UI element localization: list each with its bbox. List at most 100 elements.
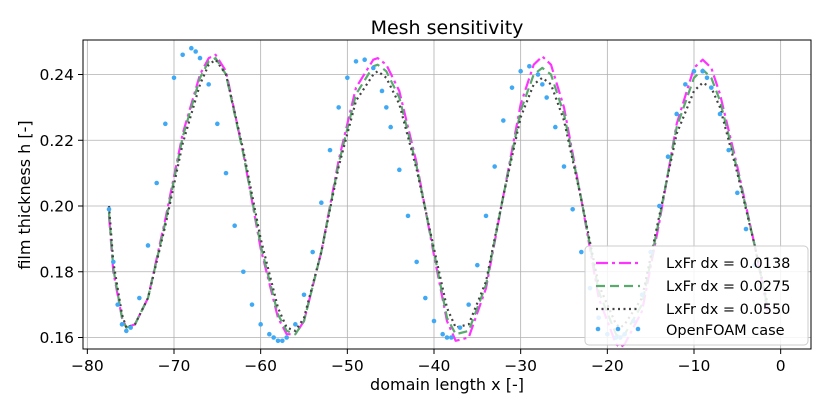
y-tick-label-0-18: 0.18 [39,263,74,281]
data-point [579,249,584,255]
data-point [700,68,705,74]
data-point [665,154,671,159]
y-tick-label-0-16: 0.16 [39,329,74,347]
data-point [336,105,341,110]
data-point [743,226,749,232]
chart-title: Mesh sensitivity [371,17,524,39]
data-point [111,259,116,265]
x-tick-label-40: −40 [418,357,451,375]
data-point [457,325,463,330]
data-point [145,243,151,248]
data-point [293,322,298,327]
data-point [163,121,168,127]
data-point [570,206,575,212]
data-point [271,335,276,340]
x-tick-label-0: 0 [776,357,786,375]
legend-label-lxfr-0138: LxFr dx = 0.0138 [666,256,790,272]
data-point [414,259,419,265]
plot-frame [82,39,812,350]
data-point [275,338,281,344]
data-point [431,318,437,324]
data-point [544,95,549,100]
data-point [232,223,237,229]
legend-markers-openfoam [595,326,641,332]
legend-marker [615,326,621,332]
legend-label-lxfr-0275: LxFr dx = 0.0275 [666,279,790,295]
data-point [726,147,731,153]
x-tick-label-30: −30 [504,357,537,375]
ticks: −80 −70 −60 −50 −40 −30 −20 −10 0 0.16 0.18 0.20 0.2… [39,66,785,375]
data-point [362,57,367,63]
data-point [310,249,315,255]
data-point [189,45,194,51]
y-tick-label-0-24: 0.24 [39,66,74,84]
data-point [249,302,255,307]
data-point [657,203,662,209]
y-tick-label-0-22: 0.22 [39,132,74,150]
data-point [535,72,541,77]
data-point [444,335,450,340]
legend: LxFr dx = 0.0138 LxFr dx = 0.0275 LxFr d… [584,245,809,346]
x-tick-label-80: −80 [71,357,104,375]
legend-label-openfoam: OpenFOAM case [666,323,785,339]
data-point [683,82,688,87]
data-point [154,180,159,186]
data-point [492,164,497,169]
data-point [674,111,679,117]
y-axis-label: film thickness h [-] [15,120,34,269]
x-tick-label-50: −50 [331,357,364,375]
data-point [405,213,411,219]
data-point [119,322,125,327]
data-point [518,68,523,74]
data-point [215,121,220,127]
data-point [241,269,246,275]
data-point [397,167,402,173]
data-point [384,105,389,110]
data-point [509,85,515,90]
data-point [345,75,350,81]
data-point [388,124,393,130]
data-point [319,200,324,206]
data-point [115,302,120,307]
data-point [267,331,272,337]
data-point [440,331,445,337]
data-point [717,111,723,117]
data-point [206,82,211,87]
data-point [501,118,506,123]
data-point [223,170,229,176]
data-point [709,85,714,90]
data-point [561,164,567,169]
data-point [137,295,142,301]
legend-marker [595,326,601,332]
data-point [128,325,133,330]
x-axis-label: domain length x [-] [370,375,524,394]
data-point [301,292,307,298]
data-point [124,328,129,334]
data-point [735,190,740,196]
legend-box [584,245,809,346]
series-lxfr-dx-0-0275 [107,56,769,339]
data-point [171,75,177,81]
x-tick-label-70: −70 [158,357,191,375]
x-tick-label-20: −20 [591,357,624,375]
data-point [379,88,385,94]
data-point [327,147,333,153]
legend-marker [635,326,641,332]
legend-label-lxfr-0550: LxFr dx = 0.0550 [666,302,790,318]
data-point [449,335,454,340]
data-point [284,335,289,340]
y-tick-label-0-20: 0.20 [39,198,74,216]
data-point [540,82,545,87]
data-point [691,68,697,74]
data-point [180,52,185,58]
x-tick-label-10: −10 [678,357,711,375]
data-point [475,262,480,268]
data-point [466,302,471,307]
data-point [106,206,112,212]
data-point [483,213,489,219]
data-point [527,63,532,69]
data-point [423,295,428,301]
x-tick-label-60: −60 [244,357,277,375]
